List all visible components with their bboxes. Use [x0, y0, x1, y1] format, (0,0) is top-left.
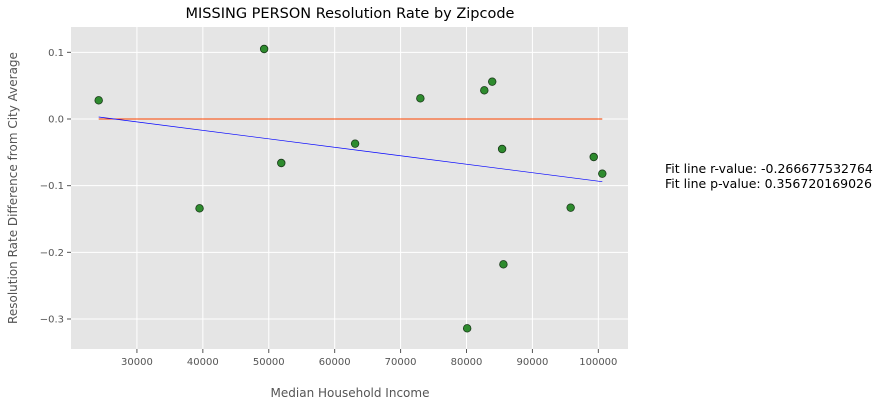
y-tick-label: −0.1: [40, 181, 64, 192]
data-points: [94, 44, 607, 333]
trend-lines: [98, 116, 603, 183]
x-tick-label: 100000: [579, 357, 617, 368]
data-point: [566, 203, 575, 212]
fit-statistics: Fit line r-value: -0.266677532764 Fit li…: [665, 161, 873, 191]
x-axis-ticks: 30000 40000 50000 60000 70000 80000 90000 10000…: [121, 349, 617, 368]
data-point: [350, 139, 360, 148]
fit-p-value: Fit line p-value: 0.356720169026: [665, 176, 872, 191]
y-tick-label: 0.0: [48, 115, 64, 126]
chart-title: MISSING PERSON Resolution Rate by Zipcod…: [186, 6, 515, 22]
fit-r-value: Fit line r-value: -0.266677532764: [665, 161, 873, 176]
x-tick-label: 60000: [319, 357, 351, 368]
data-point: [598, 169, 607, 178]
data-point: [480, 86, 489, 95]
data-point: [462, 324, 472, 333]
x-axis-label: Median Household Income: [271, 386, 430, 400]
x-tick-label: 90000: [517, 357, 549, 368]
data-point: [488, 77, 497, 86]
x-tick-label: 40000: [187, 357, 219, 368]
y-tick-label: −0.3: [40, 315, 64, 326]
data-point: [416, 94, 425, 103]
y-axis-label: Resolution Rate Difference from City Ave…: [6, 52, 20, 324]
y-axis-ticks: −0.3 −0.2 −0.1 0.0 0.1: [40, 48, 71, 326]
plot-background: [71, 27, 628, 349]
y-tick-label: 0.1: [48, 48, 64, 59]
data-point: [589, 152, 598, 162]
data-point: [259, 44, 269, 54]
data-point: [497, 144, 507, 154]
data-point: [94, 96, 103, 105]
x-tick-label: 30000: [121, 357, 153, 368]
fit-line: [98, 116, 603, 183]
x-tick-label: 50000: [253, 357, 285, 368]
data-point: [277, 158, 286, 168]
x-tick-label: 80000: [451, 357, 483, 368]
x-tick-label: 70000: [385, 357, 417, 368]
data-point: [499, 260, 508, 269]
y-tick-label: −0.2: [40, 248, 64, 259]
data-point: [195, 204, 204, 213]
